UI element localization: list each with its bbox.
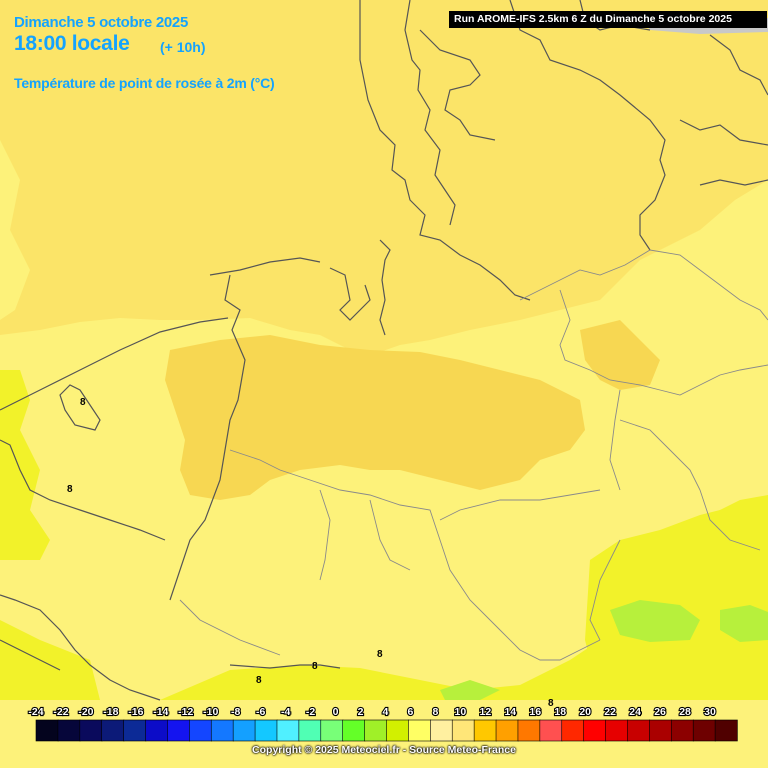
forecast-time: 18:00 locale (14, 32, 130, 55)
scale-tick-label: 10 (455, 706, 467, 718)
borders (179, 249, 768, 661)
scale-swatch (408, 719, 432, 742)
scale-swatch (473, 719, 497, 742)
scale-swatch (561, 719, 585, 742)
scale-swatch (583, 719, 607, 742)
scale-swatch (649, 719, 672, 742)
scale-swatch (167, 719, 191, 742)
scale-tick-label: -20 (78, 706, 93, 718)
contour-labels: 8 8 8 8 8 8 (67, 397, 554, 709)
model-run-label: Run AROME-IFS 2.5km 6 Z du Dimanche 5 oc… (449, 11, 767, 28)
contour-label: 8 (548, 698, 554, 709)
scale-swatch (232, 719, 256, 742)
scale-tick-label: -16 (128, 706, 143, 718)
scale-tick-label: -10 (203, 706, 218, 718)
scale-swatch (692, 719, 716, 742)
scale-tick-label: 8 (432, 706, 438, 718)
scale-tick-label: 18 (554, 706, 566, 718)
scale-tick-label: 14 (504, 706, 516, 718)
zone-west-bright-2 (0, 620, 100, 700)
scale-swatch (57, 719, 81, 742)
scale-tick-label: 30 (704, 706, 716, 718)
zone-n-patch (590, 160, 665, 205)
scale-tick-label: 6 (408, 706, 414, 718)
scale-swatch (101, 719, 125, 742)
scale-swatch (539, 719, 563, 742)
zone-green-1 (610, 600, 700, 642)
scale-swatch (517, 719, 541, 742)
scale-tick-label: 2 (358, 706, 364, 718)
scale-swatch (35, 719, 59, 742)
zone-nw-light (0, 140, 30, 320)
scale-tick-label: -14 (153, 706, 168, 718)
scale-swatch (320, 719, 344, 742)
contour-label: 8 (312, 661, 318, 672)
scale-swatch (276, 719, 300, 742)
scale-swatch (605, 719, 629, 742)
scale-swatches (35, 719, 738, 742)
scale-tick-label: 26 (654, 706, 666, 718)
scale-swatch (145, 719, 169, 742)
zone-green-2 (720, 605, 768, 642)
scale-swatch (189, 719, 212, 742)
copyright-text: Copyright © 2025 Meteociel.fr - Source M… (252, 744, 516, 756)
scale-swatch (627, 719, 651, 742)
scale-swatch (430, 719, 453, 742)
scale-swatch (342, 719, 366, 742)
scale-tick-label: -4 (281, 706, 290, 718)
scale-tick-label: 20 (579, 706, 591, 718)
scale-swatch (495, 719, 519, 742)
scale-tick-labels: -24 -22 -20 -18 -16 -14 -12 -10 -8 -6 -4 -2 0 2 4 6 8 10 1… (27, 705, 717, 719)
scale-tick-label: -24 (28, 706, 43, 718)
zone-ne-patch (580, 320, 660, 390)
contour-label: 8 (67, 484, 73, 495)
coastlines (0, 0, 768, 701)
zone-west-bright (0, 370, 50, 560)
scale-swatch (364, 719, 388, 742)
scale-swatch (714, 719, 738, 742)
scale-swatch (451, 719, 475, 742)
scale-tick-label: 16 (529, 706, 541, 718)
scale-tick-label: 22 (604, 706, 616, 718)
contour-label: 8 (256, 675, 262, 686)
zone-se-bright (585, 500, 768, 700)
scale-tick-label: -22 (53, 706, 68, 718)
color-scale: -24 -22 -20 -18 -16 -14 -12 -10 -8 -6 -4 -2 0 2 4 6 8 10 1… (27, 705, 738, 742)
scale-swatch (210, 719, 234, 742)
scale-swatch (123, 719, 147, 742)
scale-tick-label: 28 (679, 706, 691, 718)
zone-central-band (165, 335, 585, 500)
scale-tick-label: 0 (333, 706, 339, 718)
parameter-title: Température de point de rosée à 2m (°C) (14, 75, 275, 91)
scale-swatch (254, 719, 278, 742)
scale-tick-label: -8 (231, 706, 240, 718)
forecast-date: Dimanche 5 octobre 2025 (14, 14, 189, 31)
scale-swatch (79, 719, 103, 742)
scale-tick-label: -12 (178, 706, 193, 718)
contour-label: 8 (377, 649, 383, 660)
scale-tick-label: 12 (479, 706, 491, 718)
scale-tick-label: 24 (629, 706, 641, 718)
zone-north-sea (0, 0, 768, 352)
forecast-lead-time: (+ 10h) (160, 39, 206, 55)
scale-swatch (670, 719, 694, 742)
scale-tick-label: 4 (383, 706, 389, 718)
scale-swatch (386, 719, 410, 742)
scale-tick-label: -2 (306, 706, 315, 718)
scale-tick-label: -6 (256, 706, 265, 718)
scale-tick-label: -18 (103, 706, 118, 718)
zone-green-3 (440, 680, 500, 700)
contour-label: 8 (80, 397, 86, 408)
scale-swatch (298, 719, 322, 742)
